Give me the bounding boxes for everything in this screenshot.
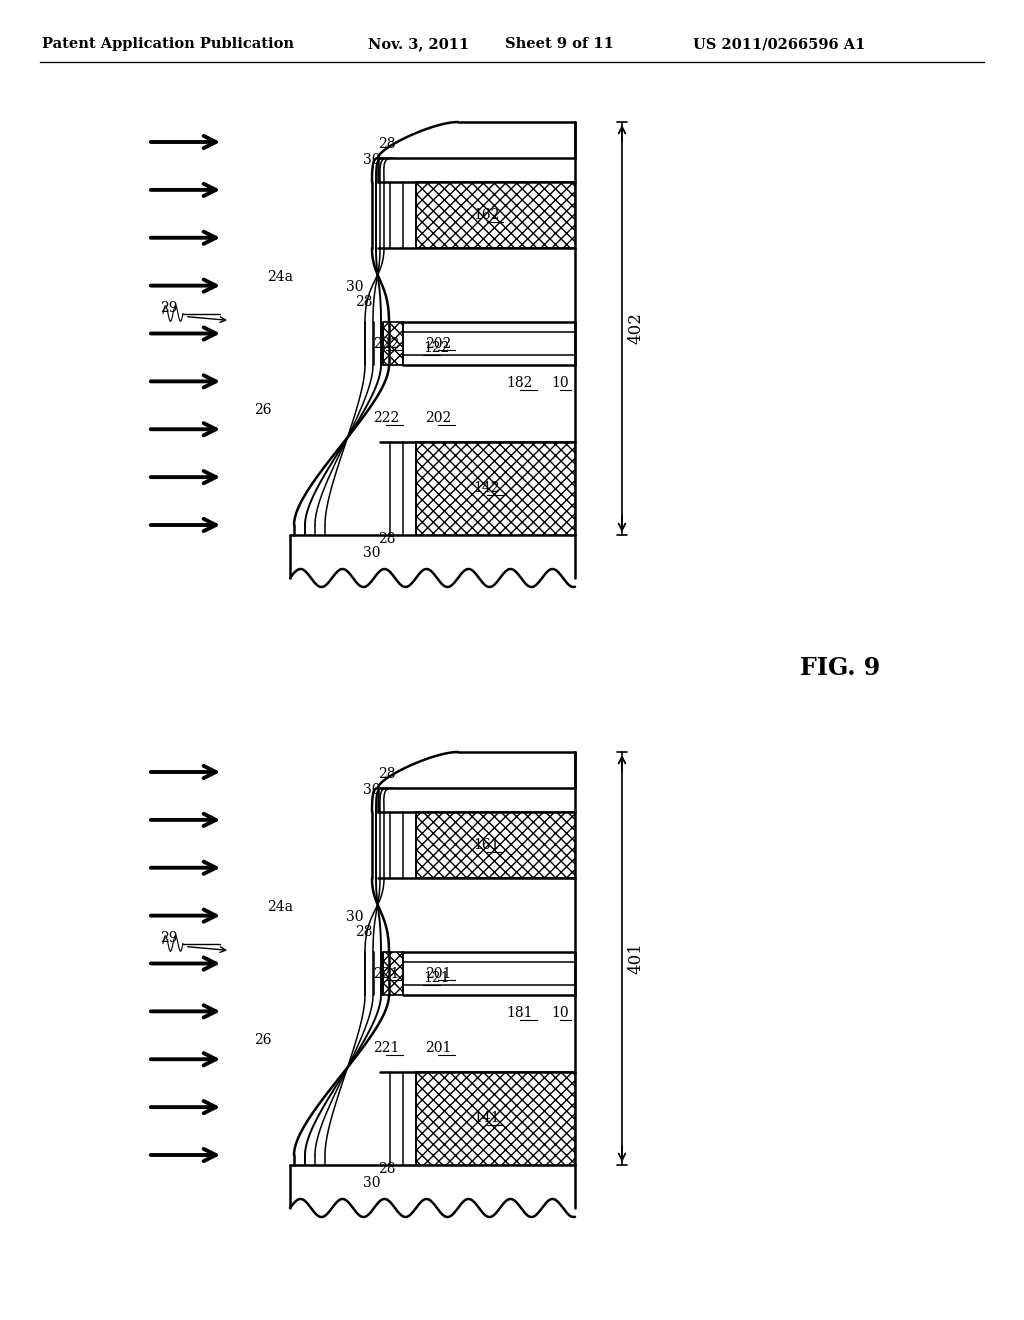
Text: 24a: 24a [267,271,293,284]
Text: 28: 28 [378,1162,395,1176]
Polygon shape [416,442,575,535]
Text: 202: 202 [425,411,452,425]
Text: 401: 401 [628,942,644,974]
Text: 141: 141 [473,1111,500,1126]
Text: 10: 10 [551,1006,568,1020]
Polygon shape [416,812,575,878]
Text: 142: 142 [473,482,500,495]
Text: Nov. 3, 2011: Nov. 3, 2011 [368,37,469,51]
Text: 221: 221 [373,966,399,981]
Text: 222: 222 [373,337,399,351]
Text: 30: 30 [364,1176,381,1191]
Text: 30: 30 [346,280,364,294]
Text: 28: 28 [378,137,395,150]
Text: 10: 10 [551,376,568,389]
Text: 222: 222 [373,411,399,425]
Polygon shape [416,1072,575,1166]
Text: 24a: 24a [267,900,293,913]
Text: 28: 28 [355,294,373,309]
Text: 202: 202 [425,337,452,351]
Text: Patent Application Publication: Patent Application Publication [42,37,294,51]
Text: 29: 29 [160,932,177,945]
Text: FIG. 9: FIG. 9 [800,656,881,680]
Text: 28: 28 [355,925,373,939]
Text: 30: 30 [364,153,381,168]
Text: 161: 161 [473,838,500,851]
Polygon shape [383,322,403,366]
Text: 26: 26 [255,403,272,417]
Text: 30: 30 [364,546,381,560]
Text: 182: 182 [507,376,534,389]
Text: Sheet 9 of 11: Sheet 9 of 11 [505,37,613,51]
Text: 162: 162 [473,209,500,222]
Polygon shape [383,952,403,995]
Text: 29: 29 [160,301,177,315]
Text: 402: 402 [628,313,644,345]
Text: 121: 121 [423,972,450,986]
Text: 201: 201 [425,1041,452,1055]
Text: 28: 28 [378,532,395,546]
Text: 201: 201 [425,966,452,981]
Text: 30: 30 [346,909,364,924]
Text: 26: 26 [255,1034,272,1047]
Text: 28: 28 [378,767,395,781]
Text: 122: 122 [423,342,450,355]
Text: US 2011/0266596 A1: US 2011/0266596 A1 [693,37,865,51]
Polygon shape [416,182,575,248]
Text: 181: 181 [507,1006,534,1020]
Text: 30: 30 [364,783,381,797]
Text: 221: 221 [373,1041,399,1055]
